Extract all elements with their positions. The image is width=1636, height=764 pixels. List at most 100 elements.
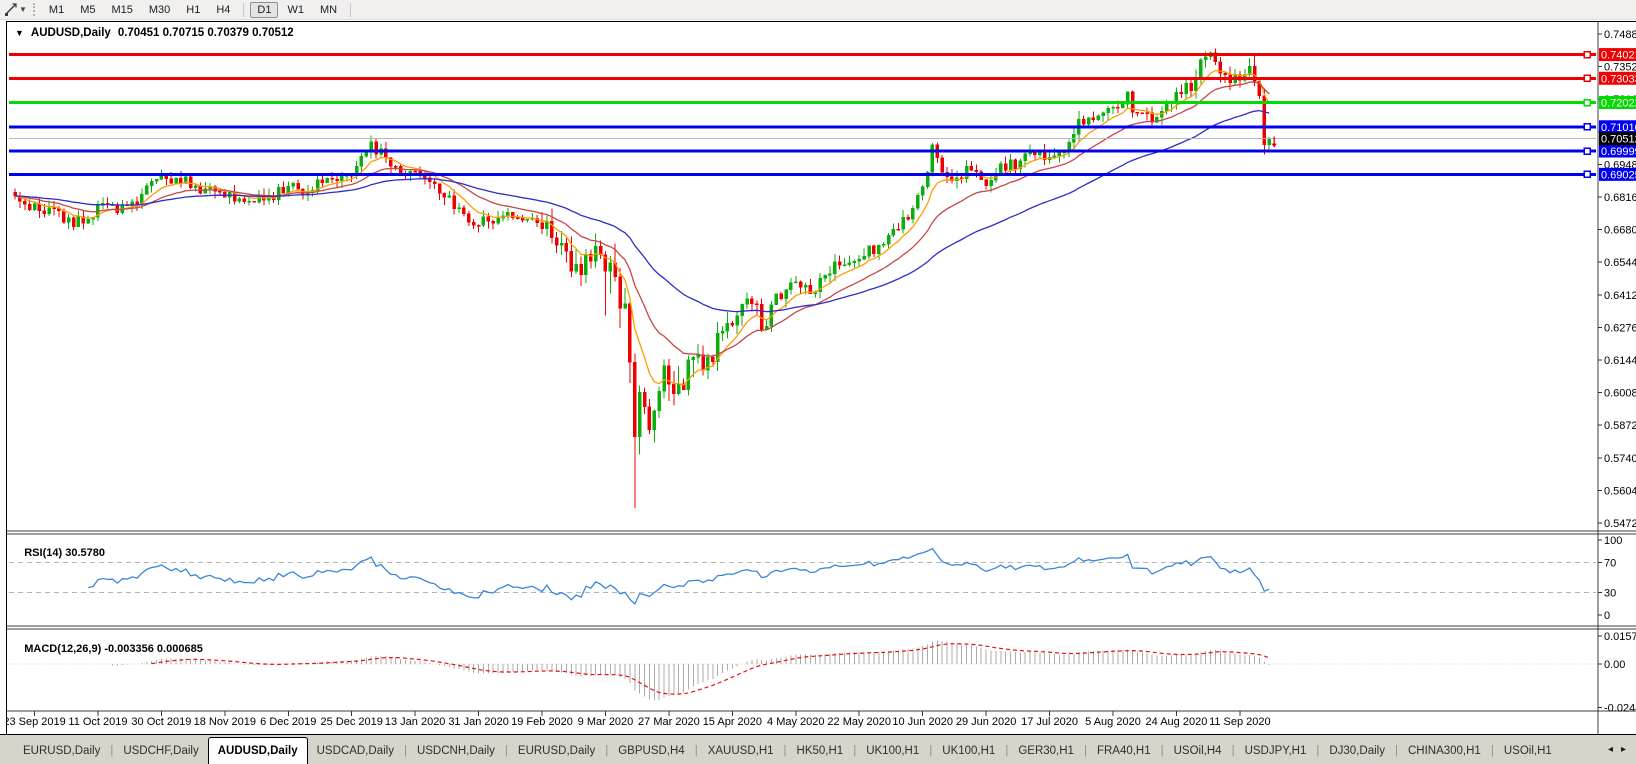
rsi-name: RSI(14) bbox=[24, 547, 63, 559]
svg-text:11 Oct 2019: 11 Oct 2019 bbox=[68, 716, 127, 728]
trendline-tool-icon[interactable] bbox=[3, 3, 18, 17]
macd-histogram bbox=[112, 640, 1270, 701]
svg-text:0.73033: 0.73033 bbox=[1601, 73, 1636, 85]
pane-frames bbox=[7, 22, 1636, 735]
macd-name: MACD(12,26,9) bbox=[24, 643, 102, 655]
chart-window: 0.748800.735200.721600.708000.694800.681… bbox=[6, 21, 1636, 735]
tab-divider: | bbox=[1316, 745, 1320, 757]
tab-eurusd-daily[interactable]: EURUSD,Daily bbox=[517, 745, 596, 757]
timeframe-m5[interactable]: M5 bbox=[80, 3, 96, 16]
svg-text:6 Dec 2019: 6 Dec 2019 bbox=[260, 716, 316, 728]
tab-divider: | bbox=[403, 745, 407, 757]
tab-divider: | bbox=[1394, 745, 1398, 757]
macd-pane bbox=[9, 640, 1596, 701]
rsi-indicator-label: RSI(14) 30.5780 bbox=[12, 535, 105, 571]
svg-text:22 May 2020: 22 May 2020 bbox=[827, 716, 891, 728]
timeframe-d1[interactable]: D1 bbox=[250, 1, 279, 18]
ma-20-line bbox=[14, 81, 1270, 358]
symbol-timeframe-label: AUDUSD,Daily bbox=[30, 27, 111, 39]
tab-usdjpy-h1[interactable]: USDJPY,H1 bbox=[1244, 745, 1307, 757]
tab-divider: | bbox=[1490, 745, 1494, 757]
svg-text:23 Sep 2019: 23 Sep 2019 bbox=[7, 716, 66, 728]
tab-scroll-left-icon[interactable]: ◂ bbox=[1607, 744, 1613, 755]
macd-indicator-label: MACD(12,26,9) -0.003356 0.000685 bbox=[12, 631, 203, 667]
tab-divider: | bbox=[853, 745, 857, 757]
symbol-collapse-icon[interactable]: ▼ bbox=[15, 28, 24, 38]
tab-fra40-h1[interactable]: FRA40,H1 bbox=[1096, 745, 1151, 757]
tab-ger30-h1[interactable]: GER30,H1 bbox=[1018, 745, 1074, 757]
toolbar-grip[interactable] bbox=[32, 3, 35, 16]
tab-hk50-h1[interactable]: HK50,H1 bbox=[796, 745, 844, 757]
svg-text:15 Apr 2020: 15 Apr 2020 bbox=[703, 716, 762, 728]
tab-audusd-daily[interactable]: AUDUSD,Daily bbox=[207, 737, 308, 764]
tab-usdcnh-daily[interactable]: USDCNH,Daily bbox=[416, 745, 495, 757]
tab-divider: | bbox=[1160, 745, 1164, 757]
svg-text:0.70512: 0.70512 bbox=[1601, 134, 1636, 146]
tab-usdcad-daily[interactable]: USDCAD,Daily bbox=[316, 745, 394, 757]
tab-divider: | bbox=[1231, 745, 1235, 757]
timeframe-mn[interactable]: MN bbox=[319, 3, 338, 16]
tab-divider: | bbox=[504, 745, 508, 757]
chart-canvas[interactable]: 0.748800.735200.721600.708000.694800.681… bbox=[7, 22, 1636, 735]
timeframe-w1[interactable]: W1 bbox=[287, 3, 304, 16]
tab-eurusd-daily[interactable]: EURUSD,Daily bbox=[23, 745, 101, 757]
tab-uk100-h1[interactable]: UK100,H1 bbox=[866, 745, 920, 757]
tab-uk100-h1[interactable]: UK100,H1 bbox=[942, 745, 996, 757]
chart-tabs: EURUSD,Daily | USDCHF,Daily AUDUSD,Daily USD… bbox=[14, 737, 1561, 764]
svg-text:0.69999: 0.69999 bbox=[1601, 146, 1636, 158]
timeframe-h1[interactable]: H1 bbox=[186, 3, 201, 16]
toolbar-separator bbox=[243, 2, 245, 17]
chart-tabs-bar: EURUSD,Daily | USDCHF,Daily AUDUSD,Daily USD… bbox=[0, 734, 1636, 764]
timeframe-m30[interactable]: M30 bbox=[148, 3, 171, 16]
tab-scroll-right-icon[interactable]: ▸ bbox=[1620, 744, 1626, 755]
svg-text:19 Feb 2020: 19 Feb 2020 bbox=[511, 716, 573, 728]
price-drop-arrow-icon bbox=[1271, 136, 1277, 148]
tab-divider: | bbox=[929, 745, 933, 757]
rsi-current-value: 30.5780 bbox=[65, 547, 105, 559]
svg-text:30: 30 bbox=[1604, 588, 1616, 600]
svg-text:30 Oct 2019: 30 Oct 2019 bbox=[131, 716, 191, 728]
timeframe-h4[interactable]: H4 bbox=[216, 3, 231, 16]
tab-dj30-daily[interactable]: DJ30,Daily bbox=[1329, 745, 1385, 757]
timeframe-m1[interactable]: M1 bbox=[48, 3, 65, 16]
tab-divider: | bbox=[1083, 745, 1087, 757]
svg-text:5 Aug 2020: 5 Aug 2020 bbox=[1085, 716, 1141, 728]
macd-current-values: -0.003356 0.000685 bbox=[104, 643, 203, 655]
rsi-line bbox=[88, 547, 1270, 605]
svg-text:27 Mar 2020: 27 Mar 2020 bbox=[638, 716, 700, 728]
horizontal-levels bbox=[9, 50, 1596, 179]
tab-usoil-h4[interactable]: USOil,H4 bbox=[1173, 745, 1222, 757]
svg-text:0.69025: 0.69025 bbox=[1601, 169, 1636, 181]
svg-text:9 Mar 2020: 9 Mar 2020 bbox=[578, 716, 634, 728]
svg-text:0: 0 bbox=[1604, 610, 1610, 622]
date-axis: 23 Sep 2019 11 Oct 2019 30 Oct 2019 18 Nov … bbox=[7, 711, 1271, 728]
tab-gbpusd-h4[interactable]: GBPUSD,H4 bbox=[618, 745, 685, 757]
svg-text:13 Jan 2020: 13 Jan 2020 bbox=[385, 716, 446, 728]
tab-usoil-h1[interactable]: USOil,H1 bbox=[1503, 745, 1552, 757]
dropdown-caret-icon[interactable]: ▼ bbox=[19, 5, 27, 14]
price-axis: 0.748800.735200.721600.708000.694800.681… bbox=[1598, 29, 1636, 715]
toolbar-separator bbox=[350, 2, 352, 17]
svg-text:100: 100 bbox=[1604, 535, 1622, 547]
tab-china300-h1[interactable]: CHINA300,H1 bbox=[1407, 745, 1481, 757]
tab-divider: | bbox=[1005, 745, 1009, 757]
tab-xauusd-h1[interactable]: XAUUSD,H1 bbox=[707, 745, 774, 757]
svg-text:0.74021: 0.74021 bbox=[1601, 50, 1636, 62]
timeframe-m15[interactable]: M15 bbox=[111, 3, 133, 16]
svg-text:10 Jun 2020: 10 Jun 2020 bbox=[892, 716, 953, 728]
price-pane bbox=[13, 48, 1271, 509]
svg-text:0.015741: 0.015741 bbox=[1604, 631, 1636, 643]
tab-usdchf-daily[interactable]: USDCHF,Daily bbox=[123, 745, 199, 757]
